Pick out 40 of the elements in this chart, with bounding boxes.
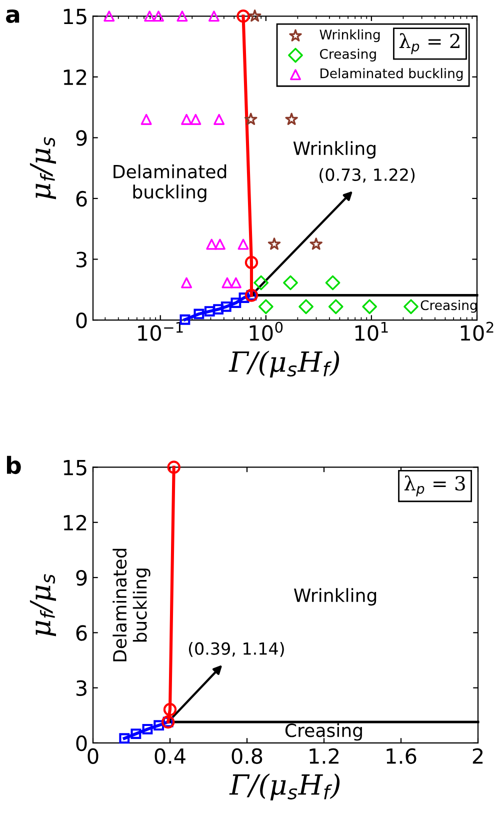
annotation: Wrinkling: [294, 588, 376, 606]
annotation: Delaminated buckling: [114, 164, 226, 202]
y-tick-label: 3: [76, 680, 86, 696]
y-tick-label: 9: [76, 570, 87, 586]
annotation: λ$_{p}$ = 2: [399, 33, 460, 54]
legend-label: Wrinkling: [320, 29, 380, 42]
y-axis-title: μ$_{f}$/μ$_{s}$: [30, 574, 56, 636]
legend-label: Delaminated buckling: [320, 68, 463, 81]
x-tick-label: 10$^{0}$: [250, 322, 283, 341]
x-tick-label: 10$^{2}$: [460, 322, 494, 341]
x-tick-label: 2: [472, 748, 483, 764]
y-tick-label: 15: [64, 8, 86, 24]
annotation: Creasing: [285, 723, 362, 741]
y-tick-label: 6: [76, 190, 87, 207]
y-tick-label: 9: [76, 130, 87, 146]
y-tick-label: 15: [64, 460, 86, 476]
y-tick-label: 12: [64, 69, 86, 85]
x-tick-label: 1.2: [310, 748, 338, 764]
x-tick-label: 0: [88, 748, 98, 764]
annotation: Delaminated buckling: [112, 548, 150, 662]
y-tick-label: 6: [76, 625, 87, 641]
y-tick-label: 12: [64, 514, 86, 530]
y-tick-label: 3: [76, 252, 86, 268]
chart-title: a: [6, 9, 20, 23]
y-axis-title: μ$_{f}$/μ$_{s}$: [30, 137, 56, 200]
annotation: Wrinkling: [293, 141, 376, 159]
x-tick-label: 10$^{1}$: [355, 322, 388, 341]
x-tick-label: 0.8: [232, 748, 262, 764]
x-axis-title: Γ/(μ$_{s}$H$_{f}$): [229, 774, 340, 800]
x-tick-label: 1.6: [386, 748, 416, 764]
annotation: (0.39, 1.14): [188, 642, 284, 657]
annotation: (0.73, 1.22): [320, 168, 415, 183]
chart-title: b: [6, 456, 21, 474]
x-tick-label: 10$^{−1}$: [138, 322, 183, 341]
y-tick-label: 0: [76, 735, 87, 752]
x-axis-title: Γ/(μ$_{s}$H$_{f}$): [228, 350, 340, 378]
annotation: λ$_{p}$ = 3: [404, 476, 465, 496]
annotation: Creasing: [420, 300, 477, 313]
legend-label: Creasing: [320, 48, 376, 62]
x-tick-label: 0.4: [154, 748, 186, 764]
